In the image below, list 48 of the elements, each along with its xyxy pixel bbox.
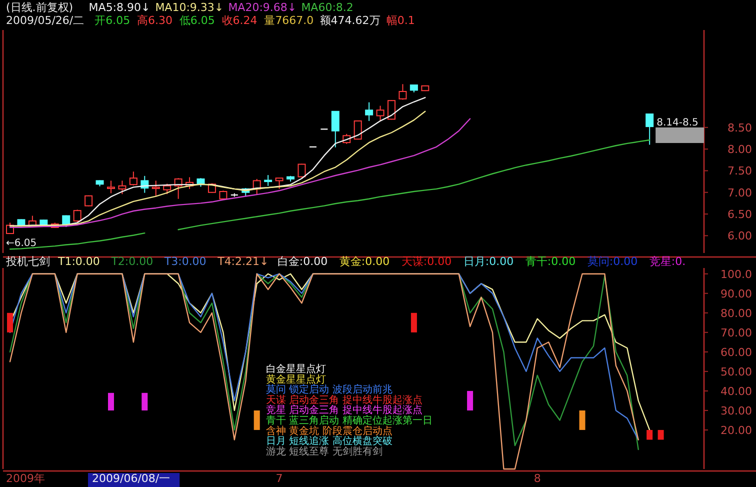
y-tick-label: 40.00	[720, 384, 752, 398]
series-label: T4:2.21↓	[216, 255, 269, 268]
text: 青干:0.00	[525, 255, 576, 268]
text: 天谋:0.00	[401, 255, 452, 268]
band-label: 8.14-8.5	[656, 117, 698, 128]
y-tick-label: 90.00	[720, 287, 752, 300]
text: 黄金:0.00	[339, 255, 390, 268]
text: 竞星:0.	[649, 255, 686, 268]
annotation: 黄金星星点灯	[266, 373, 326, 386]
series-label: T2:0.00	[110, 255, 154, 268]
y-tick-label: 60.00	[720, 346, 752, 359]
text: MA60:8.2	[301, 1, 354, 14]
y-tick-label: 50.00	[720, 365, 752, 378]
annotation: 含神 黄金坑 阶段震仓启动点	[266, 424, 392, 437]
annotation: 竞星 启动金三角 捉中线牛股起涨点	[266, 404, 422, 416]
text: MA5:8.90↓	[88, 1, 150, 14]
text: 2009年	[6, 472, 45, 485]
y-tick-label: 30.00	[720, 404, 752, 418]
series-label: T1:0.00	[57, 255, 100, 268]
annotation: 日月 短线追涨 高位横盘突破	[266, 435, 392, 448]
y-tick-label: 70.00	[720, 326, 752, 340]
annotation: ←6.05	[6, 238, 37, 249]
text: 白金:0.00	[277, 255, 328, 268]
x-tick-label: 7	[276, 472, 283, 485]
chart-subtitle: 2009/05/26/二 开6.05 高6.30 低6.05 收6.24 量7667.0 额474.62万 幅0.1	[6, 14, 415, 27]
series-label: T3:0.00	[163, 255, 206, 268]
text: 日月:0.00	[463, 255, 514, 268]
y-tick-label: 7.50	[728, 164, 752, 178]
chart-title: (日线.前复权)	[6, 1, 74, 14]
y-tick-label: 8.00	[728, 143, 752, 156]
y-tick-label: 8.50	[728, 121, 752, 134]
text: MA20:9.68↓	[228, 1, 297, 14]
annotation: 青干 蓝三角启动 精确定位起涨第一日	[266, 414, 432, 426]
y-tick-label: 100.0	[720, 268, 752, 281]
y-tick-label: 20.00	[720, 424, 752, 437]
annotation: 天谋 启动金三角 捉中线牛股起涨点	[266, 394, 422, 406]
y-tick-label: 6.00	[728, 230, 752, 243]
annotation: 莫问 锁定启动 波段启动前兆	[266, 384, 392, 396]
annotation: 游龙 短线至尊 无剑胜有剑	[266, 445, 382, 458]
annotation: 白金星星点灯	[266, 363, 326, 375]
y-tick-label: 7.00	[728, 186, 752, 200]
x-tick-label: 8	[534, 472, 541, 485]
chart-title: 投机七剑	[5, 255, 50, 268]
text: 2009/06/08/一	[92, 472, 170, 485]
y-tick-label: 6.50	[728, 208, 752, 222]
text: MA10:9.33↓	[155, 1, 224, 14]
text: 莫问:0.00	[587, 255, 638, 268]
y-tick-label: 80.00	[720, 306, 752, 320]
